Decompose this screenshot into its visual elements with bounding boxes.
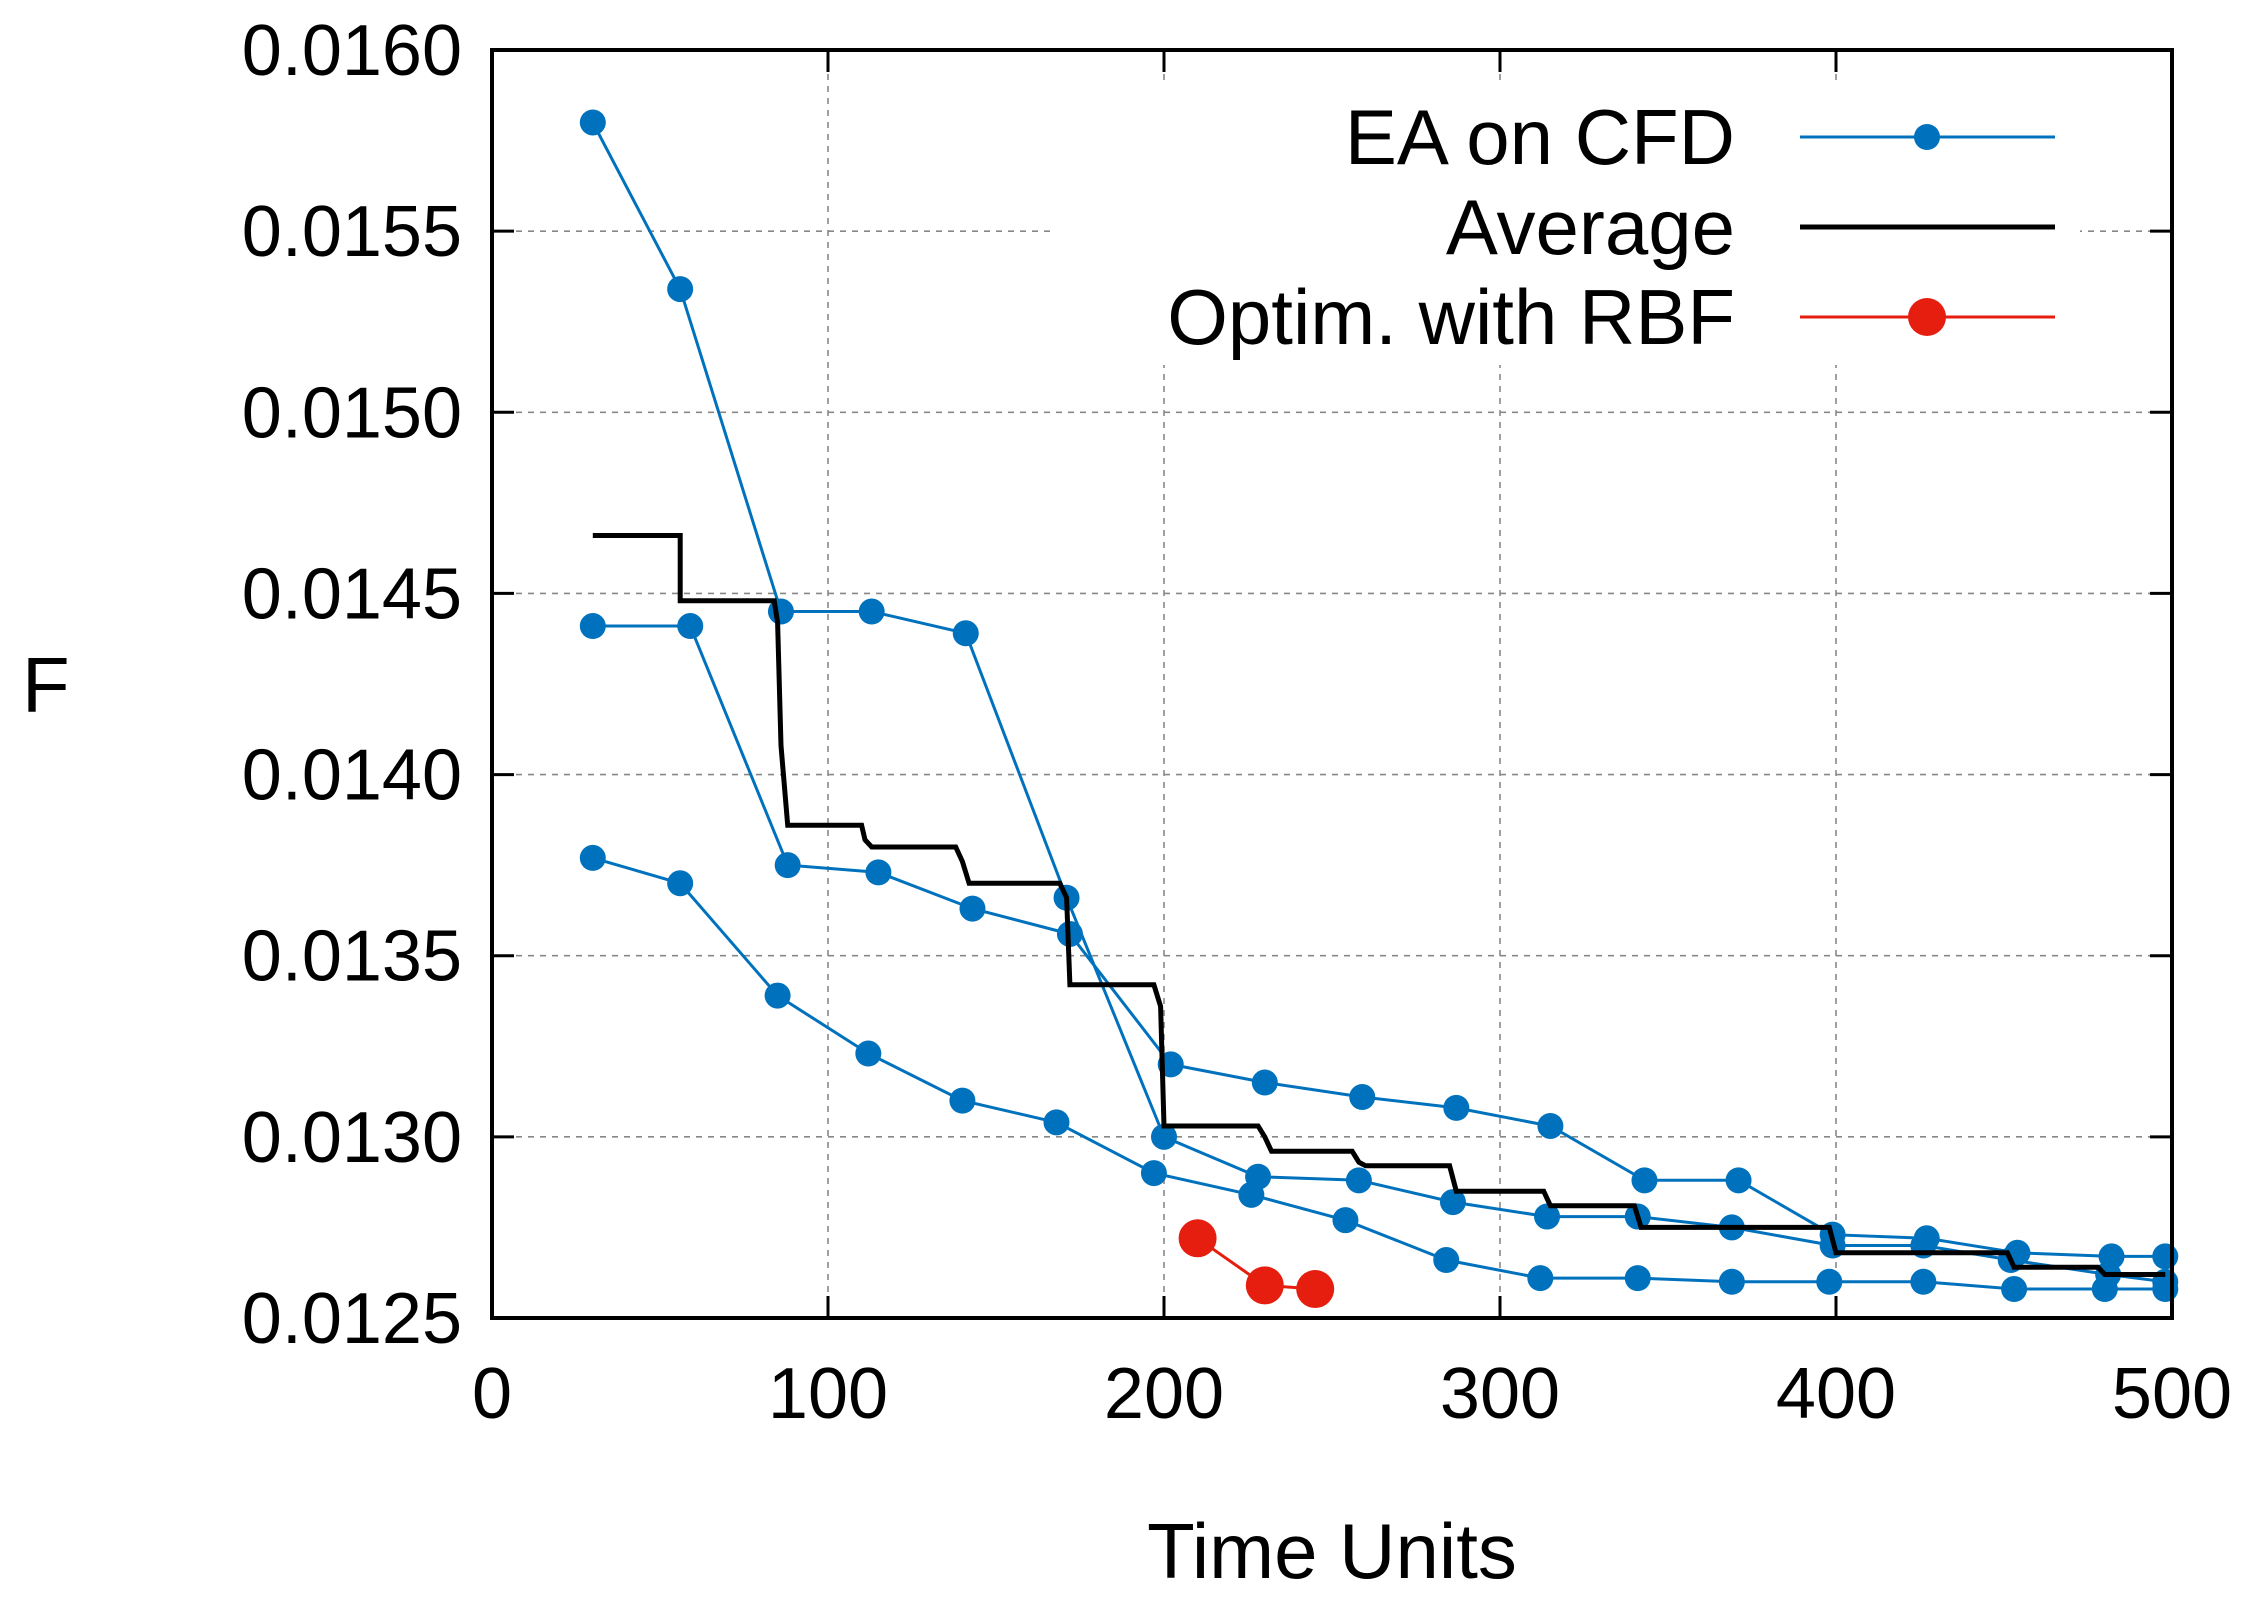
legend-label: Average <box>1446 183 1735 271</box>
y-tick-label: 0.0140 <box>242 736 462 816</box>
series-rbf <box>1178 1219 1335 1309</box>
ea-point <box>579 844 606 871</box>
average-line <box>592 533 2166 1277</box>
ea-point <box>855 1040 882 1067</box>
y-axis-label: F <box>22 641 70 729</box>
y-tick-label: 0.0130 <box>242 1098 462 1178</box>
series-ea <box>579 844 2179 1303</box>
ea-point <box>1443 1094 1470 1121</box>
plot-frame <box>490 48 2174 1320</box>
ea-point <box>858 598 885 625</box>
ea-point <box>1816 1268 1843 1295</box>
ea-point <box>1910 1268 1937 1295</box>
x-tick-label: 0 <box>472 1354 512 1434</box>
ea-point <box>667 276 694 303</box>
ea-point <box>1043 1109 1070 1136</box>
ea-point <box>949 1087 976 1114</box>
y-tick-label: 0.0135 <box>242 917 462 997</box>
ea-point <box>1238 1181 1265 1208</box>
rbf-point <box>1245 1266 1284 1305</box>
y-tick-label: 0.0155 <box>242 192 462 272</box>
y-tick-label: 0.0125 <box>242 1279 462 1359</box>
ea-point <box>1140 1160 1167 1187</box>
ea-point <box>1433 1247 1460 1274</box>
ea-point <box>1631 1167 1658 1194</box>
x-axis-label: Time Units <box>1147 1507 1517 1595</box>
ea-point <box>1534 1203 1561 1230</box>
legend-item-rbf: Optim. with RBF <box>1167 273 2055 361</box>
ea-point <box>1349 1084 1376 1111</box>
ea-line <box>591 121 2166 1284</box>
series-ea <box>579 613 2179 1270</box>
x-tick-label: 200 <box>1104 1354 1224 1434</box>
ea-point <box>952 620 979 647</box>
ea-point <box>2152 1276 2179 1303</box>
ea-point <box>2098 1243 2125 1270</box>
ea-point <box>2001 1276 2028 1303</box>
y-tick-labels: 0.0125 0.0130 0.0135 0.0140 0.0145 0.0150 0.01… <box>242 11 462 1359</box>
ea-point <box>1718 1268 1745 1295</box>
ea-point <box>774 852 801 879</box>
ea-point <box>1345 1167 1372 1194</box>
legend-swatch-marker <box>1908 298 1946 336</box>
y-tick-label: 0.0145 <box>242 554 462 634</box>
ea-point <box>2152 1243 2179 1270</box>
y-tick-label: 0.0150 <box>242 373 462 453</box>
legend-item-ea: EA on CFD <box>1345 93 2055 181</box>
legend-label: Optim. with RBF <box>1167 273 1735 361</box>
ea-point <box>1913 1225 1940 1252</box>
x-tick-label: 300 <box>1440 1354 1560 1434</box>
rbf-point <box>1296 1270 1335 1309</box>
x-tick-label: 500 <box>2112 1354 2232 1434</box>
ea-point <box>1537 1112 1564 1139</box>
x-tick-labels: 0 100 200 300 400 500 <box>472 1354 2232 1434</box>
plot-series <box>579 109 2179 1309</box>
ea-point <box>1725 1167 1752 1194</box>
ea-point <box>764 982 791 1009</box>
ea-point <box>579 613 606 640</box>
rbf-point <box>1178 1219 1217 1258</box>
x-tick-label: 100 <box>768 1354 888 1434</box>
ea-point <box>1624 1265 1651 1292</box>
legend-label: EA on CFD <box>1345 93 1735 181</box>
ea-point <box>1151 1123 1177 1150</box>
y-tick-label: 0.0160 <box>242 11 462 91</box>
ea-point <box>1332 1207 1359 1234</box>
ea-point <box>667 870 694 897</box>
ea-point <box>1439 1189 1466 1216</box>
ea-line <box>592 624 2166 1258</box>
ea-point <box>579 109 606 136</box>
x-tick-label: 400 <box>1776 1354 1896 1434</box>
ea-point <box>865 859 892 886</box>
ea-point <box>959 895 986 922</box>
legend-swatch-marker <box>1914 124 1940 150</box>
ea-point <box>1251 1069 1278 1096</box>
ea-line <box>592 856 2166 1291</box>
ea-point <box>2091 1276 2118 1303</box>
series-average <box>592 533 2166 1277</box>
ea-point <box>1527 1265 1554 1292</box>
ea-point <box>677 613 704 640</box>
legend-item-average: Average <box>1446 183 2055 271</box>
